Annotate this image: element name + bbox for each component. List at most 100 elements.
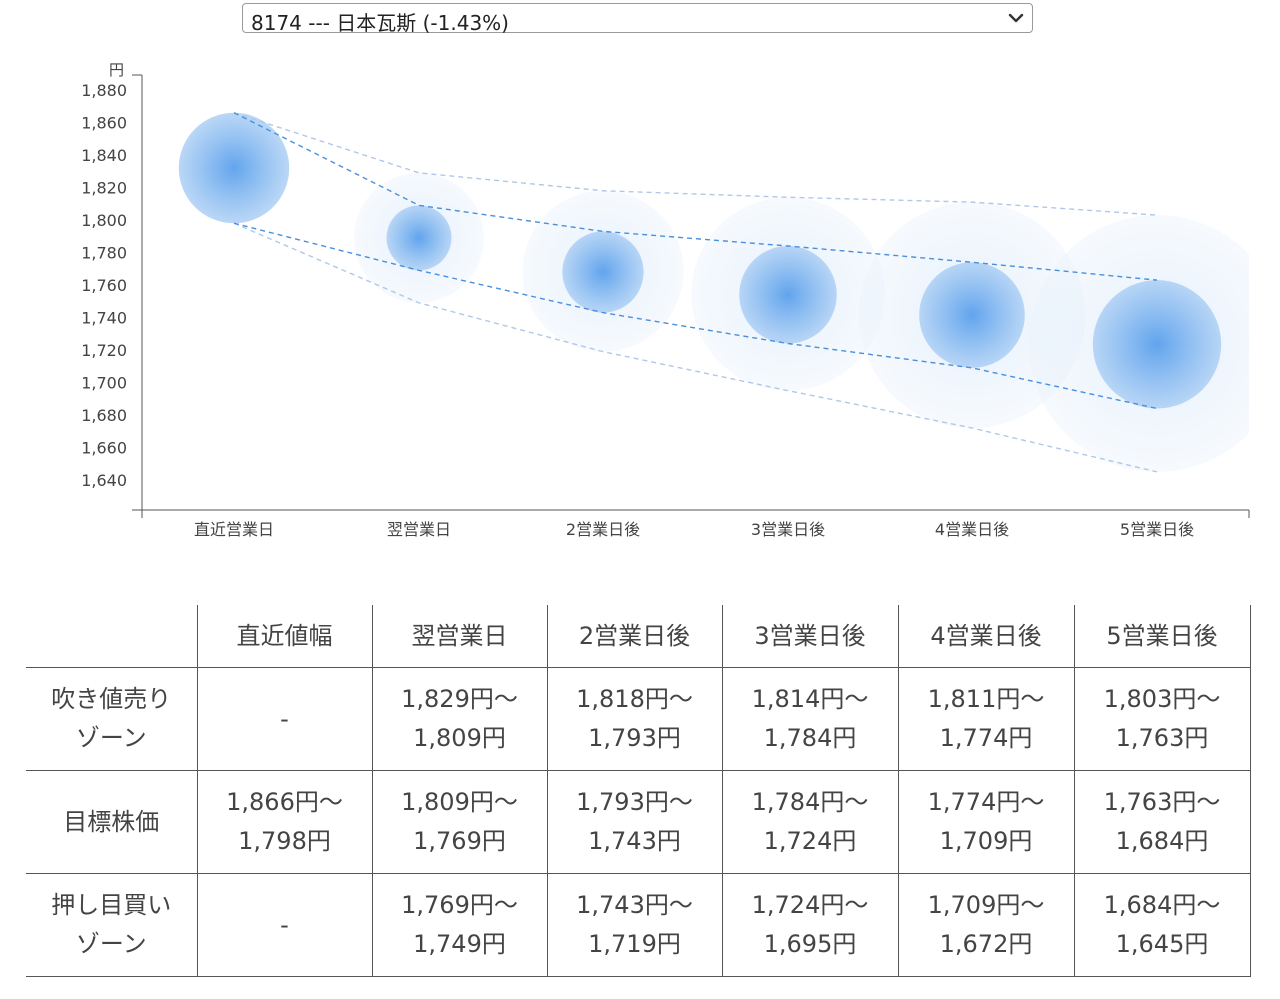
price-value: 1,803円〜 [1103,685,1221,713]
price-value: 1,774円 [939,724,1033,752]
row-label-line: 押し目買い [51,891,172,919]
table-row: 押し目買いゾーン - 1,769円〜 1,749円 1,743円〜 1,719円 1,724… [26,873,1251,977]
outer-upper-line [233,112,1158,216]
price-value: 1,793円〜 [576,788,693,816]
price-zone-table: 直近値幅 翌営業日 2営業日後 3営業日後 4営業日後 5営業日後 吹き値売りゾ… [26,605,1251,977]
y-tick-label: 1,860 [81,114,127,133]
price-cell: 1,829円〜 1,809円 [371,667,548,771]
y-tick-label: 1,700 [81,374,127,393]
target-upper-line [233,112,1158,281]
price-value: 1,818円〜 [576,685,693,713]
price-cell: - [196,667,373,771]
price-value: 1,774円〜 [927,788,1045,816]
price-cell: 1,866円〜 1,798円 [196,770,373,874]
y-tick-label: 1,800 [81,211,127,230]
target-range-bubble [562,231,644,313]
price-value: - [280,704,289,733]
table-header-cell [26,605,198,668]
table-header-cell: 直近値幅 [196,605,373,668]
price-cell: 1,784円〜 1,724円 [721,770,899,874]
price-value: 1,769円〜 [401,891,518,919]
table-row: 吹き値売りゾーン - 1,829円〜 1,809円 1,818円〜 1,793円 1,814… [26,667,1251,771]
y-axis-unit: 円 [109,61,124,79]
price-cell: 1,743円〜 1,719円 [546,873,723,977]
target-range-bubble [919,262,1025,368]
price-value: 1,749円 [413,930,506,958]
price-value: 1,784円 [763,724,857,752]
price-value: 1,798円 [238,827,331,855]
price-value: 1,724円〜 [751,891,869,919]
price-value: 1,866円〜 [226,788,343,816]
row-label-line: 吹き値売り [51,685,172,713]
y-tick-label: 1,880 [81,81,127,100]
table-header-cell: 2営業日後 [546,605,723,668]
y-tick-label: 1,640 [81,471,127,490]
price-value: 1,769円 [413,827,506,855]
price-value: 1,814円〜 [751,685,869,713]
price-value: 1,829円〜 [401,685,518,713]
y-tick-label: 1,740 [81,309,127,328]
x-category-label: 2営業日後 [566,520,640,539]
table-header-cell: 4営業日後 [897,605,1075,668]
stock-selector-value: 8174 --- 日本瓦斯 (-1.43%) [251,11,509,35]
price-cell: 1,814円〜 1,784円 [721,667,899,771]
x-category-label: 5営業日後 [1120,520,1194,539]
price-cell: 1,803円〜 1,763円 [1073,667,1251,771]
price-value: 1,811円〜 [927,685,1045,713]
price-value: 1,809円 [413,724,506,752]
price-cell: 1,793円〜 1,743円 [546,770,723,874]
price-cell: 1,769円〜 1,749円 [371,873,548,977]
price-value: 1,743円 [588,827,681,855]
outer-lower-line [233,222,1158,473]
price-cell: 1,763円〜 1,684円 [1073,770,1251,874]
price-value: 1,672円 [939,930,1033,958]
table-header-cell: 5営業日後 [1073,605,1251,668]
price-value: 1,719円 [588,930,681,958]
price-value: 1,793円 [588,724,681,752]
price-cell: 1,811円〜 1,774円 [897,667,1075,771]
table-row: 目標株価 1,866円〜 1,798円 1,809円〜 1,769円 1,793円〜 1,7… [26,770,1251,874]
price-value: 1,709円 [939,827,1033,855]
price-cell: - [196,873,373,977]
price-value: 1,684円〜 [1103,891,1221,919]
price-value: 1,763円〜 [1103,788,1221,816]
x-category-label: 直近営業日 [194,520,274,539]
price-cell: 1,724円〜 1,695円 [721,873,899,977]
price-forecast-chart: 円 1,880 1,860 1,840 1,820 1,800 1,780 1,760 1,74… [81,61,1250,539]
stock-selector[interactable]: 8174 --- 日本瓦斯 (-1.43%) [242,3,1033,35]
price-value: 1,645円 [1115,930,1209,958]
target-range-bubble [178,112,290,224]
row-label-line: ゾーン [75,930,147,958]
y-tick-label: 1,720 [81,341,127,360]
price-value: 1,809円〜 [401,788,518,816]
row-label-line: 目標株価 [63,807,160,836]
table-header-row: 直近値幅 翌営業日 2営業日後 3営業日後 4営業日後 5営業日後 [26,605,1251,668]
table-header-cell: 3営業日後 [721,605,899,668]
x-category-label: 4営業日後 [935,520,1009,539]
y-tick-label: 1,780 [81,244,127,263]
target-range-bubble [1092,280,1222,409]
price-value: 1,763円 [1115,724,1209,752]
y-tick-label: 1,660 [81,439,127,458]
table-header-cell: 翌営業日 [371,605,548,668]
row-label: 目標株価 [26,770,198,874]
row-label-line: ゾーン [75,724,147,752]
row-label: 押し目買い ゾーン [26,873,198,977]
price-cell: 1,809円〜 1,769円 [371,770,548,874]
price-value: 1,784円〜 [751,788,869,816]
y-tick-label: 1,840 [81,146,127,165]
chevron-down-icon[interactable] [1006,8,1026,28]
price-cell: 1,709円〜 1,672円 [897,873,1075,977]
price-cell: 1,684円〜 1,645円 [1073,873,1251,977]
y-tick-label: 1,760 [81,276,127,295]
y-tick-label: 1,680 [81,406,127,425]
price-value: 1,684円 [1115,827,1209,855]
target-range-bubble [739,246,837,344]
price-value: - [280,910,289,939]
x-category-label: 翌営業日 [387,520,451,539]
row-label: 吹き値売り ゾーン [26,667,198,771]
price-cell: 1,818円〜 1,793円 [546,667,723,771]
price-value: 1,743円〜 [576,891,693,919]
price-cell: 1,774円〜 1,709円 [897,770,1075,874]
price-value: 1,695円 [763,930,857,958]
